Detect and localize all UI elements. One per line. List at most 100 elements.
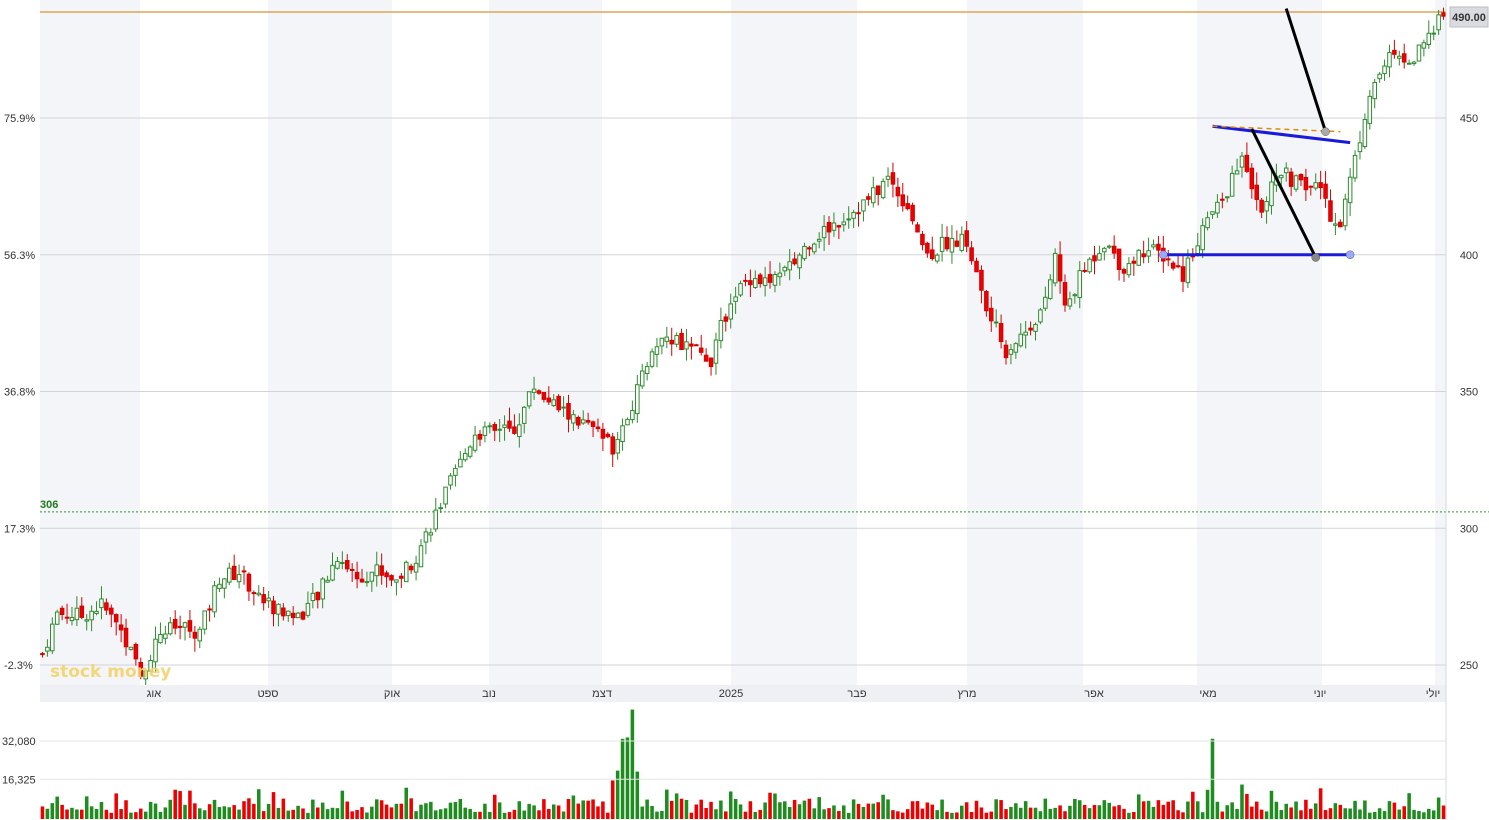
price-axis-label: 450	[1460, 113, 1478, 125]
candle-up	[310, 592, 316, 602]
candle-up	[482, 426, 488, 436]
volume-bar	[758, 809, 762, 819]
candle	[816, 232, 822, 249]
candle-down	[1116, 248, 1122, 270]
candle-up	[1033, 323, 1038, 332]
candle-down	[359, 578, 365, 583]
candle-up	[403, 561, 409, 583]
candle-up	[861, 199, 866, 212]
time-axis-label: 2025	[719, 688, 743, 700]
volume-bar	[1250, 806, 1254, 819]
candle	[1416, 44, 1422, 62]
candle	[290, 606, 296, 626]
candle-up	[448, 475, 453, 486]
candle	[1229, 165, 1235, 197]
candle	[1205, 211, 1210, 231]
candle-down	[743, 279, 748, 282]
volume-bar	[345, 801, 350, 819]
candle	[40, 651, 45, 658]
volume-bar	[1122, 808, 1126, 819]
candle	[1328, 189, 1333, 222]
candle	[94, 601, 99, 616]
volume-bar	[99, 802, 104, 819]
volume-bar	[247, 798, 251, 819]
volume-bar	[266, 804, 271, 819]
volume-bar	[183, 804, 187, 819]
volume-bar	[724, 811, 728, 819]
candle-up	[1087, 258, 1092, 273]
candle	[1200, 218, 1205, 259]
candle-up	[1067, 298, 1073, 307]
candle	[1210, 211, 1215, 219]
volume-bar	[1127, 812, 1131, 819]
volume-bar	[832, 805, 836, 819]
candle-up	[934, 254, 940, 262]
volume-bar	[1053, 807, 1057, 819]
candle-down	[1249, 167, 1255, 190]
candle-up	[50, 623, 55, 652]
candle-up	[462, 453, 468, 461]
candle-down	[1156, 243, 1161, 251]
candle	[261, 586, 266, 611]
volume-bar	[1077, 800, 1082, 819]
candle-down	[669, 339, 674, 345]
volume-bar	[753, 811, 758, 819]
volume-bar	[242, 801, 246, 819]
candle	[1259, 197, 1264, 219]
volume-bar	[409, 798, 413, 819]
month-band	[967, 0, 1083, 685]
volume-bar	[365, 812, 369, 819]
percent-axis-label: 36.8%	[4, 387, 35, 399]
candle-down	[507, 420, 512, 429]
candle-down	[172, 618, 178, 629]
volume-bar	[1436, 797, 1441, 819]
volume-bar	[139, 808, 143, 819]
candle	[718, 307, 724, 349]
candle	[630, 400, 635, 424]
candle	[512, 414, 517, 435]
candle-up	[1283, 167, 1289, 174]
volume-bar	[1274, 801, 1279, 819]
candle-up	[1224, 196, 1230, 199]
volume-bar	[394, 803, 399, 819]
candle-down	[1323, 183, 1328, 199]
time-axis-label: אפר	[1084, 688, 1104, 700]
reference-line-label: 306	[40, 499, 58, 511]
candle-down	[1170, 262, 1176, 269]
candle-up	[1342, 198, 1348, 227]
candle	[1323, 171, 1328, 208]
volume-bar	[65, 809, 69, 819]
candle	[871, 176, 876, 208]
candle-up	[1397, 55, 1402, 59]
volume-bar	[1417, 811, 1421, 819]
candle	[1047, 274, 1053, 301]
candle-down	[207, 608, 212, 611]
volume-bar	[492, 794, 497, 819]
candle	[1126, 257, 1132, 278]
volume-bar	[1058, 805, 1062, 819]
candle	[821, 215, 827, 251]
candle	[1018, 323, 1024, 348]
candle	[772, 271, 778, 293]
candle-up	[1426, 32, 1432, 45]
candle-down	[133, 643, 139, 660]
time-axis-label: דצמ	[592, 688, 612, 700]
candle-up	[394, 579, 399, 583]
volume-bar	[596, 806, 600, 819]
volume-bar	[1358, 809, 1362, 819]
volume-bar	[1412, 809, 1416, 819]
candle	[733, 286, 738, 314]
candle-up	[777, 272, 783, 278]
candle-down	[905, 203, 910, 210]
candle	[340, 551, 345, 570]
candle	[50, 617, 55, 654]
candle	[1175, 255, 1181, 269]
candle-up	[1372, 81, 1377, 100]
candle	[679, 328, 684, 351]
candle-down	[1165, 258, 1171, 261]
candle	[467, 444, 473, 459]
candle-down	[1308, 185, 1314, 188]
volume-bar	[773, 793, 777, 819]
volume-bar	[502, 812, 507, 819]
candle-down	[1259, 199, 1264, 213]
